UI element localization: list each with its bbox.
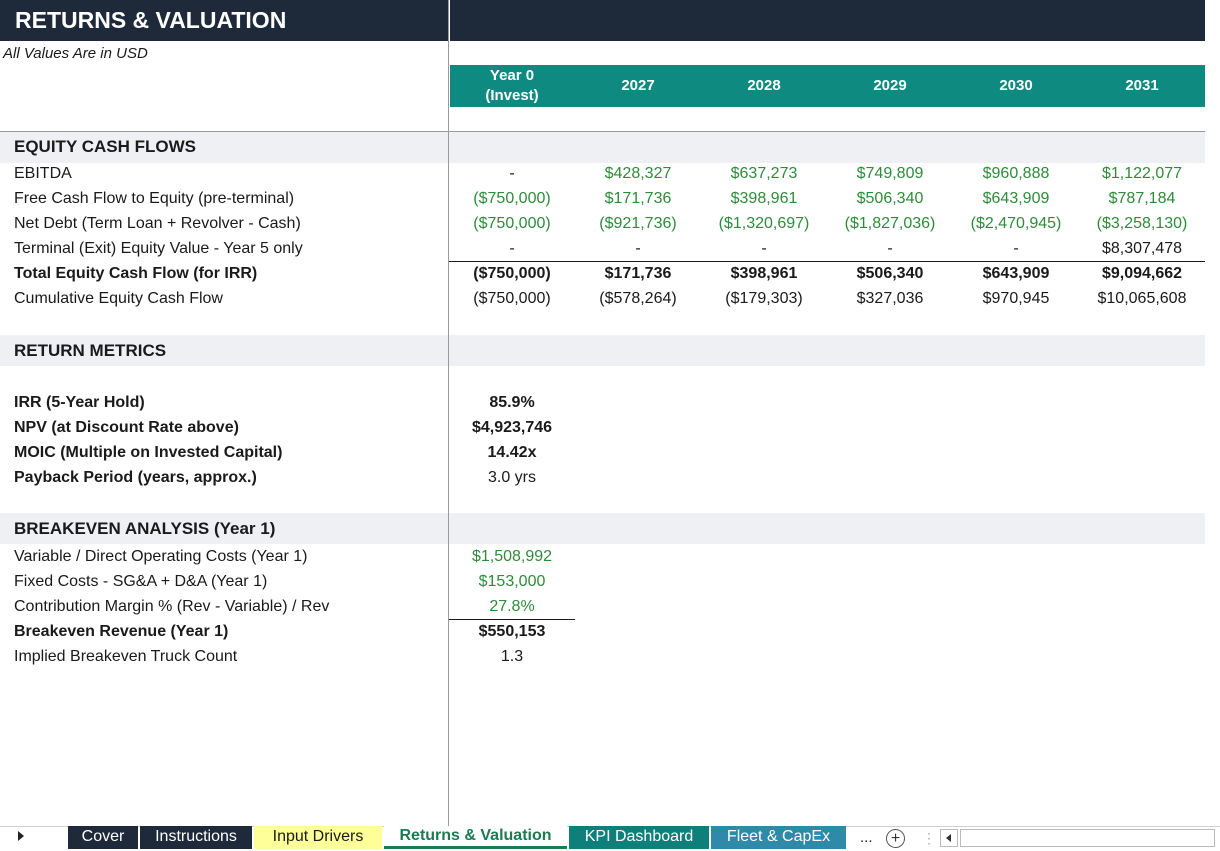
breakeven-label: Contribution Margin % (Rev - Variable) /…: [14, 598, 330, 615]
equity-cell[interactable]: $960,888: [982, 165, 1050, 182]
sheet-tab-0[interactable]: Cover: [68, 826, 138, 849]
return-metric-label: IRR (5-Year Hold): [14, 394, 145, 411]
equity-cell[interactable]: ($921,736): [599, 215, 677, 232]
equity-section-title: EQUITY CASH FLOWS: [14, 137, 196, 156]
column-divider: [448, 0, 449, 826]
currency-note: All Values Are in USD: [3, 45, 148, 62]
equity-cell[interactable]: -: [509, 165, 515, 182]
equity-cell[interactable]: -: [887, 240, 893, 257]
returns-section-title: RETURN METRICS: [14, 341, 167, 360]
title-bar-right: [450, 0, 1205, 41]
equity-cell[interactable]: $506,340: [856, 265, 924, 282]
total-rule: [449, 261, 1205, 262]
equity-cell[interactable]: -: [509, 240, 515, 257]
sheet-tab-1[interactable]: Instructions: [140, 826, 252, 849]
return-metric-label: MOIC (Multiple on Invested Capital): [14, 444, 283, 461]
equity-cell[interactable]: $749,809: [856, 165, 924, 182]
equity-cell[interactable]: ($750,000): [473, 290, 551, 307]
equity-cell[interactable]: $637,273: [730, 165, 798, 182]
breakeven-label: Implied Breakeven Truck Count: [14, 648, 238, 665]
equity-cell[interactable]: -: [1013, 240, 1019, 257]
equity-cell[interactable]: ($578,264): [599, 290, 677, 307]
equity-cell[interactable]: -: [635, 240, 641, 257]
equity-row-label: Free Cash Flow to Equity (pre-terminal): [14, 190, 295, 207]
equity-cell[interactable]: ($750,000): [473, 265, 551, 282]
breakeven-section-title: BREAKEVEN ANALYSIS (Year 1): [14, 519, 276, 538]
equity-cell[interactable]: $787,184: [1108, 190, 1176, 207]
year-header-4[interactable]: 2030: [999, 77, 1033, 94]
breakeven-value[interactable]: 27.8%: [489, 598, 535, 615]
equity-cell[interactable]: $643,909: [982, 190, 1050, 207]
equity-cell[interactable]: $10,065,608: [1097, 290, 1187, 307]
equity-cell[interactable]: $398,961: [730, 265, 798, 282]
equity-cell[interactable]: ($750,000): [473, 190, 551, 207]
equity-cell[interactable]: $970,945: [982, 290, 1050, 307]
return-metric-value[interactable]: 85.9%: [489, 394, 535, 411]
more-tabs-button[interactable]: ...: [860, 829, 873, 846]
return-metric-value[interactable]: $4,923,746: [471, 419, 553, 436]
tab-splitter-icon[interactable]: ⋮: [922, 830, 936, 846]
equity-cell[interactable]: ($1,827,036): [844, 215, 936, 232]
breakeven-value[interactable]: $153,000: [478, 573, 546, 590]
equity-cell[interactable]: $398,961: [730, 190, 798, 207]
equity-cell[interactable]: ($1,320,697): [718, 215, 810, 232]
sheet-tab-3[interactable]: Returns & Valuation: [384, 826, 567, 849]
equity-cell[interactable]: $171,736: [604, 190, 672, 207]
returns-section-band: [0, 335, 1205, 366]
header-divider: [0, 131, 1205, 132]
year-header-row: Year 0 (Invest) 2027 2028 2029 2030 2031: [450, 65, 1205, 107]
breakeven-value[interactable]: $1,508,992: [471, 548, 553, 565]
equity-row-label: Terminal (Exit) Equity Value - Year 5 on…: [14, 240, 303, 257]
breakeven-label: Breakeven Revenue (Year 1): [14, 623, 229, 640]
sheet-tab-5[interactable]: Fleet & CapEx: [711, 826, 846, 849]
equity-cell[interactable]: $428,327: [604, 165, 672, 182]
year-header-5[interactable]: 2031: [1125, 77, 1159, 94]
equity-cell[interactable]: $643,909: [982, 265, 1050, 282]
equity-cell[interactable]: -: [761, 240, 767, 257]
equity-section-band: [0, 132, 1205, 163]
breakeven-value[interactable]: 1.3: [500, 648, 524, 665]
breakeven-section-band: [0, 513, 1205, 544]
return-metric-value[interactable]: 14.42x: [487, 444, 537, 461]
breakeven-rule: [449, 619, 575, 620]
equity-cell[interactable]: ($3,258,130): [1096, 215, 1188, 232]
year-header-2[interactable]: 2028: [747, 77, 781, 94]
sheet-tab-2[interactable]: Input Drivers: [254, 826, 382, 849]
equity-row-label: Total Equity Cash Flow (for IRR): [14, 265, 258, 282]
equity-cell[interactable]: $327,036: [856, 290, 924, 307]
equity-row-label: Cumulative Equity Cash Flow: [14, 290, 223, 307]
equity-cell[interactable]: $506,340: [856, 190, 924, 207]
title-bar: [0, 0, 448, 41]
scroll-left-button[interactable]: [940, 829, 958, 847]
breakeven-value[interactable]: $550,153: [478, 623, 546, 640]
equity-cell[interactable]: ($2,470,945): [970, 215, 1062, 232]
breakeven-label: Fixed Costs - SG&A + D&A (Year 1): [14, 573, 268, 590]
horizontal-scrollbar[interactable]: [960, 829, 1215, 847]
return-metric-label: NPV (at Discount Rate above): [14, 419, 239, 436]
equity-row-label: Net Debt (Term Loan + Revolver - Cash): [14, 215, 301, 232]
equity-cell[interactable]: $9,094,662: [1101, 265, 1183, 282]
equity-cell[interactable]: ($750,000): [473, 215, 551, 232]
equity-cell[interactable]: $1,122,077: [1101, 165, 1183, 182]
year-header-3[interactable]: 2029: [873, 77, 907, 94]
sheet-title: RETURNS & VALUATION: [15, 7, 287, 33]
equity-cell[interactable]: ($179,303): [725, 290, 803, 307]
breakeven-label: Variable / Direct Operating Costs (Year …: [14, 548, 308, 565]
tab-scroll-right-icon[interactable]: [18, 831, 24, 841]
equity-cell[interactable]: $171,736: [604, 265, 672, 282]
return-metric-label: Payback Period (years, approx.): [14, 469, 257, 486]
add-sheet-icon[interactable]: +: [886, 829, 905, 848]
equity-cell[interactable]: $8,307,478: [1101, 240, 1183, 257]
year-header-1[interactable]: 2027: [621, 77, 655, 94]
return-metric-value[interactable]: 3.0 yrs: [487, 469, 536, 486]
equity-row-label: EBITDA: [14, 165, 72, 182]
year-header-0[interactable]: Year 0 (Invest): [485, 67, 539, 104]
sheet-tab-4[interactable]: KPI Dashboard: [569, 826, 709, 849]
scroll-left-icon: [946, 834, 951, 842]
